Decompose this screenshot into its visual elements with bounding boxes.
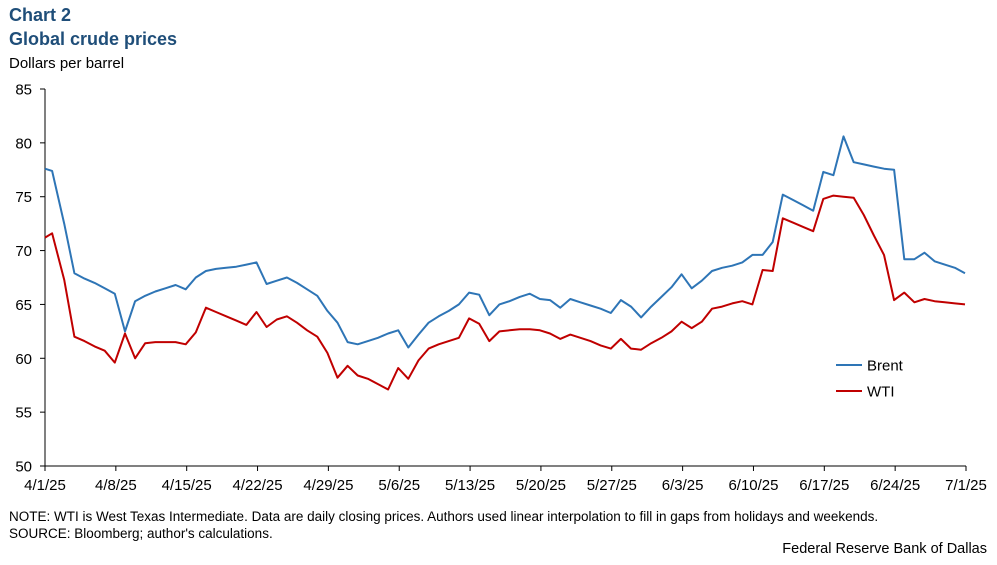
- x-tick-label: 6/3/25: [662, 477, 704, 494]
- x-tick-label: 4/15/25: [162, 477, 212, 494]
- y-axis-label: Dollars per barrel: [9, 55, 125, 72]
- x-tick-label: 4/8/25: [95, 477, 137, 494]
- chart-title: Global crude prices: [9, 29, 178, 49]
- x-tick-label: 5/27/25: [587, 477, 637, 494]
- x-tick-label: 4/1/25: [24, 477, 66, 494]
- series-layer: [44, 135, 966, 391]
- x-axis: 4/1/25 4/8/25 4/15/25 4/22/25 4/29/25 5/6/25 5…: [24, 465, 987, 494]
- x-tick-label: 5/6/25: [378, 477, 420, 494]
- y-tick-label: 70: [15, 243, 32, 260]
- x-tick-label: 7/1/25: [945, 477, 987, 494]
- y-tick-label: 65: [15, 297, 32, 314]
- y-tick-label: 60: [15, 351, 32, 368]
- y-tick-label: 80: [15, 135, 32, 152]
- y-tick-label: 50: [15, 459, 32, 476]
- chart-number: Chart 2: [9, 5, 72, 25]
- chart-canvas: 50 55 60 65 70 75 80 85 4/1/25 4/8/25 4/15/25 4/22…: [15, 82, 987, 495]
- credit: Federal Reserve Bank of Dallas: [782, 541, 987, 557]
- y-tick-label: 55: [15, 405, 32, 422]
- y-tick-label: 75: [15, 189, 32, 206]
- x-tick-label: 6/17/25: [799, 477, 849, 494]
- x-tick-label: 5/20/25: [516, 477, 566, 494]
- x-tick-label: 5/13/25: [445, 477, 495, 494]
- series-line-brent: [44, 135, 966, 349]
- series-line-wti: [44, 194, 966, 391]
- legend-label-wti: WTI: [867, 384, 895, 401]
- x-tick-label: 4/29/25: [303, 477, 353, 494]
- x-tick-label: 6/10/25: [728, 477, 778, 494]
- y-tick-label: 85: [15, 82, 32, 99]
- legend: Brent WTI: [836, 358, 904, 401]
- x-tick-label: 6/24/25: [870, 477, 920, 494]
- legend-label-brent: Brent: [867, 358, 904, 375]
- footnote: NOTE: WTI is West Texas Intermediate. Da…: [9, 508, 878, 542]
- source-text: SOURCE: Bloomberg; author's calculations…: [9, 526, 273, 541]
- note-text: NOTE: WTI is West Texas Intermediate. Da…: [9, 509, 879, 524]
- x-tick-label: 4/22/25: [233, 477, 283, 494]
- y-axis: 50 55 60 65 70 75 80 85: [15, 82, 46, 476]
